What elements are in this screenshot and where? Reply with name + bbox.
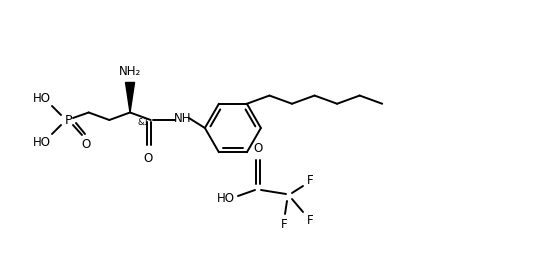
Text: NH: NH	[174, 111, 192, 125]
Text: NH₂: NH₂	[119, 65, 141, 78]
Text: P: P	[64, 114, 72, 126]
Text: F: F	[281, 218, 287, 230]
Polygon shape	[126, 83, 134, 113]
Text: O: O	[81, 137, 91, 151]
Text: F: F	[307, 214, 313, 226]
Text: F: F	[307, 173, 313, 187]
Text: O: O	[143, 151, 152, 165]
Text: O: O	[253, 143, 263, 155]
Text: HO: HO	[217, 192, 235, 204]
Text: HO: HO	[33, 136, 51, 148]
Text: &1: &1	[137, 118, 149, 128]
Text: HO: HO	[33, 91, 51, 105]
